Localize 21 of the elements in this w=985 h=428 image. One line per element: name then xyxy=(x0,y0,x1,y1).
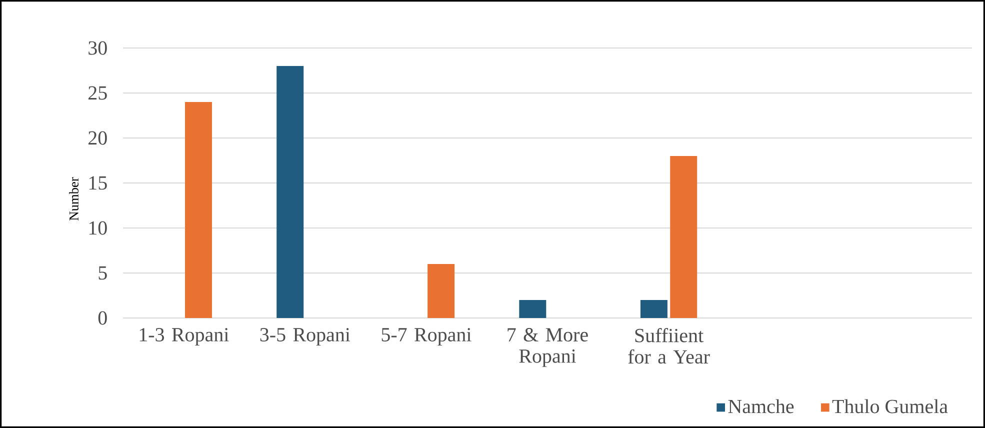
bar xyxy=(519,300,546,318)
y-tick-label: 5 xyxy=(98,266,107,280)
bar xyxy=(184,102,212,318)
legend-label: Thulo Gumela xyxy=(832,399,948,414)
bar xyxy=(640,300,668,318)
x-tick-label: 1-3 Ropani xyxy=(140,328,229,346)
x-tick-label: 5-7 Ropani xyxy=(382,328,472,346)
bar xyxy=(670,156,698,318)
x-tick-label: 3-5 Ropani xyxy=(260,328,350,346)
y-tick-label: 0 xyxy=(98,311,107,325)
bar xyxy=(428,264,455,318)
x-tick-label: 7 & More Ropani xyxy=(508,328,588,367)
y-tick-label: 25 xyxy=(88,86,107,100)
y-tick-label: 20 xyxy=(88,131,107,145)
y-tick-label: 15 xyxy=(89,176,107,190)
bar xyxy=(276,66,304,318)
y-tick-label: 30 xyxy=(88,41,107,55)
y-axis-title: Number xyxy=(69,177,78,220)
legend-label: Namche xyxy=(728,399,794,414)
x-tick-label: Suffiient for a Year xyxy=(628,328,710,364)
y-tick-label: 10 xyxy=(89,221,107,235)
